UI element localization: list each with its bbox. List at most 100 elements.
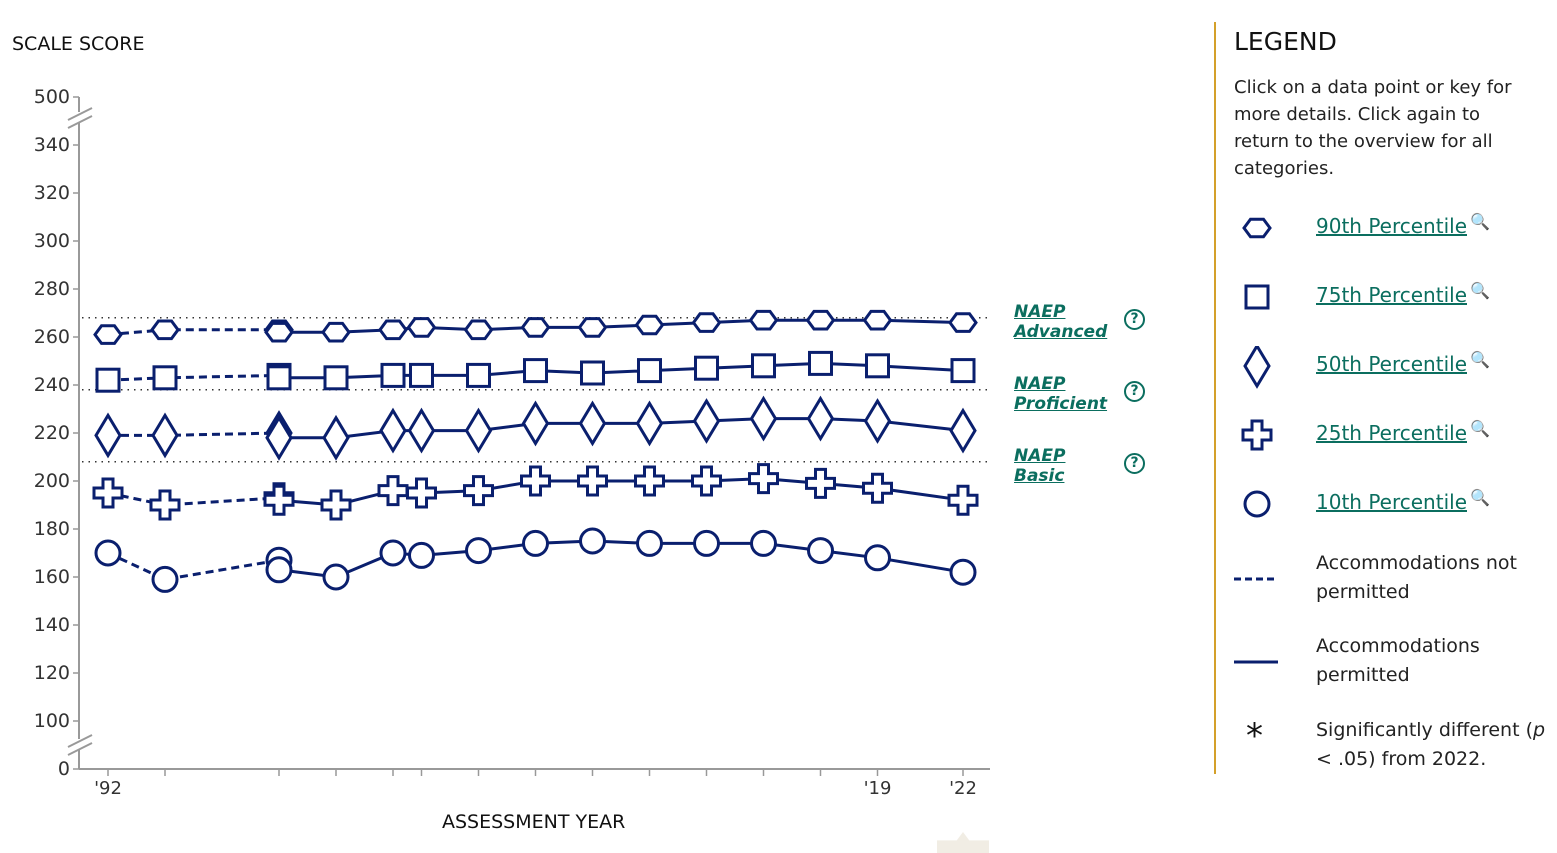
plus-marker[interactable] <box>748 463 779 495</box>
hexagon-marker[interactable] <box>634 314 665 336</box>
legend-item-square[interactable]: 75th Percentile 🔍 <box>1230 277 1540 327</box>
plus-marker[interactable] <box>377 475 409 507</box>
square-marker[interactable] <box>950 358 976 384</box>
plus-marker[interactable] <box>634 465 665 497</box>
plus-marker[interactable] <box>947 484 979 516</box>
zoom-in-icon[interactable]: 🔍 <box>1470 350 1490 369</box>
diamond-marker[interactable] <box>464 407 493 454</box>
zoom-in-icon[interactable]: 🔍 <box>1470 419 1490 438</box>
plus-marker[interactable] <box>92 477 124 509</box>
legend-item-plus[interactable]: 25th Percentile 🔍 <box>1230 415 1540 465</box>
legend-link[interactable]: 50th Percentile <box>1316 352 1467 376</box>
legend-link[interactable]: 25th Percentile <box>1316 421 1467 445</box>
hexagon-marker[interactable] <box>862 309 893 331</box>
plus-marker[interactable] <box>320 489 352 521</box>
plus-marker[interactable] <box>149 489 181 521</box>
diamond-marker[interactable] <box>806 395 835 442</box>
plus-marker[interactable] <box>862 472 893 504</box>
zoom-in-icon[interactable]: 🔍 <box>1470 281 1490 300</box>
square-marker[interactable] <box>751 353 776 379</box>
diamond-marker[interactable] <box>521 400 550 447</box>
legend-item-diamond[interactable]: 50th Percentile 🔍 <box>1230 346 1540 396</box>
legend-link[interactable]: 10th Percentile <box>1316 490 1467 514</box>
diamond-marker[interactable] <box>151 412 179 459</box>
diamond-marker[interactable] <box>578 400 607 447</box>
circle-marker[interactable] <box>807 537 834 565</box>
naep-proficient-link[interactable]: NAEP Proficient <box>1014 374 1107 414</box>
legend-link[interactable]: 75th Percentile <box>1316 283 1467 307</box>
plus-marker[interactable] <box>263 484 295 516</box>
circle-marker[interactable] <box>579 527 606 555</box>
legend-link[interactable]: 90th Percentile <box>1316 214 1467 238</box>
hexagon-marker[interactable] <box>748 309 779 331</box>
hexagon-marker[interactable] <box>520 317 551 338</box>
y-tick-label: 340 <box>34 134 70 156</box>
square-marker[interactable] <box>808 350 833 376</box>
plus-marker[interactable] <box>463 475 494 507</box>
legend-item-circle[interactable]: 10th Percentile 🔍 <box>1230 484 1540 534</box>
diamond-marker[interactable] <box>322 414 350 461</box>
hexagon-marker[interactable] <box>321 321 351 343</box>
hexagon-marker[interactable] <box>805 309 836 331</box>
hexagon-marker[interactable] <box>264 321 294 343</box>
zoom-in-icon[interactable]: 🔍 <box>1470 212 1490 231</box>
square-marker[interactable] <box>523 358 548 384</box>
help-icon[interactable]: ? <box>1124 381 1145 402</box>
plus-marker[interactable] <box>805 467 836 499</box>
diamond-marker[interactable] <box>863 398 892 444</box>
square-marker[interactable] <box>266 365 292 391</box>
circle-marker[interactable] <box>265 556 293 584</box>
hexagon-marker[interactable] <box>406 317 437 338</box>
square-marker[interactable] <box>409 362 434 388</box>
naep-basic-link[interactable]: NAEP Basic <box>1014 446 1065 486</box>
circle-marker[interactable] <box>750 529 777 557</box>
help-icon[interactable]: ? <box>1124 453 1145 474</box>
circle-marker[interactable] <box>693 529 720 557</box>
hexagon-marker[interactable] <box>691 312 722 333</box>
diamond-marker[interactable] <box>407 407 436 454</box>
square-marker[interactable] <box>380 362 406 388</box>
square-marker[interactable] <box>580 360 605 386</box>
zoom-in-icon[interactable]: 🔍 <box>1470 488 1490 507</box>
plus-marker[interactable] <box>406 477 437 509</box>
square-marker[interactable] <box>95 367 121 393</box>
circle-marker[interactable] <box>408 541 435 569</box>
sig-p: p <box>1532 719 1546 741</box>
circle-marker[interactable] <box>151 565 179 593</box>
hexagon-marker[interactable] <box>463 319 494 341</box>
square-marker[interactable] <box>865 353 890 379</box>
diamond-marker[interactable] <box>949 407 977 454</box>
legend-item-hexagon[interactable]: 90th Percentile 🔍 <box>1230 208 1540 258</box>
circle-marker[interactable] <box>94 539 122 567</box>
diamond-marker[interactable] <box>379 407 407 454</box>
hexagon-marker[interactable] <box>577 317 608 338</box>
sig-suffix: < .05) from 2022. <box>1316 748 1487 770</box>
plus-marker[interactable] <box>577 465 608 497</box>
diamond-marker[interactable] <box>749 395 778 442</box>
hexagon-marker[interactable] <box>93 324 123 345</box>
square-marker[interactable] <box>323 365 349 391</box>
square-marker[interactable] <box>466 362 491 388</box>
diamond-marker[interactable] <box>635 400 664 447</box>
diamond-icon <box>1243 346 1271 389</box>
plus-marker[interactable] <box>520 465 551 497</box>
diamond-marker[interactable] <box>265 414 293 461</box>
hexagon-marker[interactable] <box>948 312 978 333</box>
hexagon-marker[interactable] <box>150 319 180 341</box>
diamond-marker[interactable] <box>94 412 122 459</box>
circle-marker[interactable] <box>379 539 407 567</box>
circle-marker[interactable] <box>636 529 663 557</box>
circle-marker[interactable] <box>322 563 350 591</box>
hexagon-marker[interactable] <box>378 319 408 341</box>
naep-advanced-link[interactable]: NAEP Advanced <box>1014 302 1107 342</box>
square-marker[interactable] <box>637 358 662 384</box>
circle-marker[interactable] <box>465 537 492 565</box>
square-marker[interactable] <box>152 365 178 391</box>
square-marker[interactable] <box>694 355 719 381</box>
help-icon[interactable]: ? <box>1124 309 1145 330</box>
diamond-marker[interactable] <box>692 398 721 444</box>
plus-marker[interactable] <box>691 465 722 497</box>
circle-marker[interactable] <box>522 529 549 557</box>
circle-marker[interactable] <box>949 558 977 586</box>
circle-marker[interactable] <box>864 544 891 572</box>
